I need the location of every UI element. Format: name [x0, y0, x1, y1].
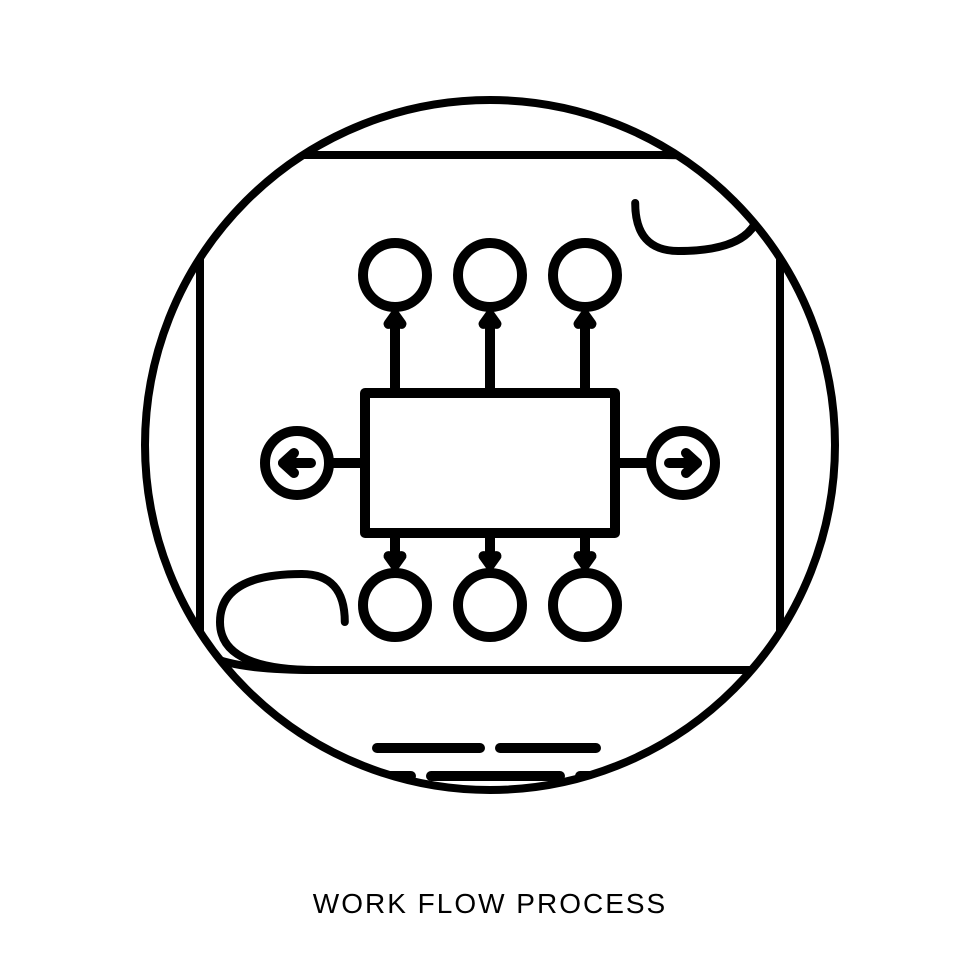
icon-svg	[0, 0, 980, 980]
icon-label: WORK FLOW PROCESS	[0, 888, 980, 920]
workflow-process-icon: WORK FLOW PROCESS	[0, 0, 980, 980]
